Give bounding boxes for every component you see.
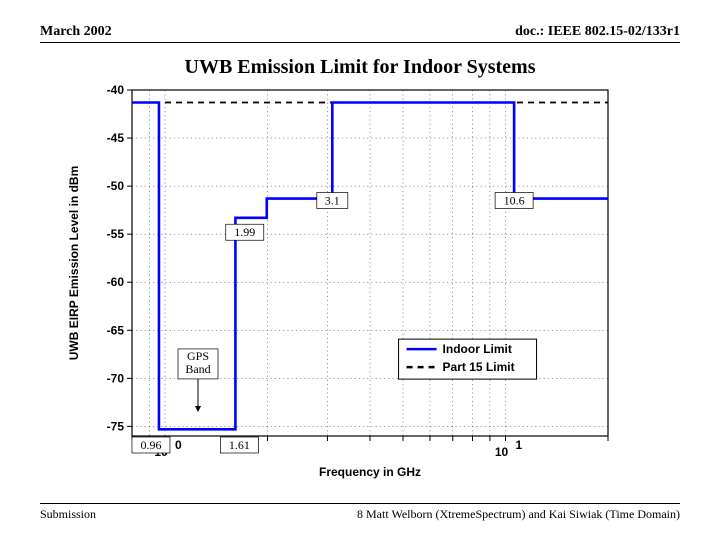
header-doc: doc.: IEEE 802.15-02/133r1 [515, 24, 680, 40]
svg-text:-65: -65 [107, 323, 125, 337]
svg-text:-55: -55 [107, 227, 125, 241]
uwb-emission-chart: -40-45-50-55-60-65-70-75100101Indoor Lim… [60, 84, 620, 484]
svg-text:Indoor Limit: Indoor Limit [443, 342, 512, 356]
slide-footer: Submission 8 Matt Welborn (XtremeSpectru… [40, 503, 680, 522]
svg-text:10: 10 [495, 445, 509, 459]
header-date: March 2002 [40, 24, 112, 40]
svg-text:0.96: 0.96 [140, 438, 161, 452]
page-number: 8 [357, 507, 363, 522]
footer-authors: Matt Welborn (XtremeSpectrum) and Kai Si… [366, 507, 680, 522]
svg-text:-40: -40 [107, 84, 125, 97]
slide-title: UWB Emission Limit for Indoor Systems [0, 56, 720, 79]
svg-text:-75: -75 [107, 419, 125, 433]
svg-text:Frequency in GHz: Frequency in GHz [319, 465, 421, 479]
svg-text:Band: Band [185, 362, 210, 376]
svg-text:-60: -60 [107, 275, 125, 289]
svg-text:-45: -45 [107, 131, 125, 145]
svg-text:Part 15 Limit: Part 15 Limit [443, 360, 515, 374]
svg-text:-70: -70 [107, 371, 125, 385]
slide-header: March 2002 doc.: IEEE 802.15-02/133r1 [40, 24, 680, 43]
svg-text:UWB EIRP Emission Level in dBm: UWB EIRP Emission Level in dBm [67, 166, 81, 360]
svg-text:1.61: 1.61 [229, 438, 250, 452]
svg-text:0: 0 [175, 438, 182, 452]
svg-text:GPS: GPS [187, 349, 209, 363]
svg-text:1: 1 [515, 438, 522, 452]
footer-left: Submission [40, 507, 96, 522]
svg-text:3.1: 3.1 [325, 194, 340, 208]
svg-text:10.6: 10.6 [504, 194, 525, 208]
svg-text:-50: -50 [107, 179, 125, 193]
svg-text:1.99: 1.99 [234, 225, 255, 239]
